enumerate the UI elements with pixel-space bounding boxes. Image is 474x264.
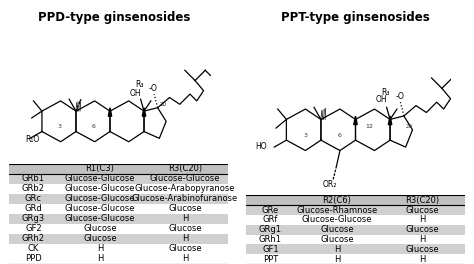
Bar bbox=[246, 225, 465, 235]
Text: H: H bbox=[182, 214, 188, 223]
Text: R₁O: R₁O bbox=[25, 135, 39, 144]
Text: Glucose-Glucose: Glucose-Glucose bbox=[65, 174, 135, 183]
Text: H: H bbox=[334, 254, 340, 263]
Text: Glucose: Glucose bbox=[168, 204, 202, 213]
Text: -O: -O bbox=[149, 84, 158, 93]
Text: OR₂: OR₂ bbox=[322, 180, 337, 189]
Text: -O: -O bbox=[395, 92, 404, 101]
Text: GRc: GRc bbox=[25, 194, 42, 203]
Text: Glucose: Glucose bbox=[405, 245, 439, 254]
Text: R3(C20): R3(C20) bbox=[168, 164, 202, 173]
Text: Glucose-Glucose: Glucose-Glucose bbox=[150, 174, 220, 183]
Text: H: H bbox=[419, 215, 425, 224]
Text: GRg3: GRg3 bbox=[22, 214, 45, 223]
Bar bbox=[9, 214, 228, 224]
Text: R2(C6): R2(C6) bbox=[322, 196, 351, 205]
Text: 3: 3 bbox=[303, 133, 307, 138]
Text: Glucose-Glucose: Glucose-Glucose bbox=[302, 215, 372, 224]
Text: Glucose-Arabopyranose: Glucose-Arabopyranose bbox=[135, 184, 235, 193]
Text: R₃: R₃ bbox=[136, 80, 144, 89]
Polygon shape bbox=[354, 116, 357, 125]
Text: Glucose: Glucose bbox=[405, 206, 439, 215]
Text: Glucose: Glucose bbox=[83, 234, 117, 243]
Text: PPT-type ginsenosides: PPT-type ginsenosides bbox=[281, 11, 430, 23]
Text: H: H bbox=[419, 254, 425, 263]
Polygon shape bbox=[388, 116, 392, 125]
Text: Glucose-Arabinofuranose: Glucose-Arabinofuranose bbox=[132, 194, 238, 203]
Text: H: H bbox=[182, 254, 188, 263]
Text: H: H bbox=[182, 234, 188, 243]
Bar bbox=[246, 195, 465, 205]
Bar bbox=[9, 194, 228, 204]
Bar bbox=[9, 234, 228, 244]
Bar bbox=[9, 164, 228, 174]
Text: 20: 20 bbox=[159, 102, 166, 107]
Polygon shape bbox=[142, 108, 146, 116]
Text: 6: 6 bbox=[92, 124, 96, 129]
Text: H: H bbox=[419, 235, 425, 244]
Text: PPD-type ginsenosides: PPD-type ginsenosides bbox=[37, 11, 190, 23]
Text: Glucose-Glucose: Glucose-Glucose bbox=[65, 184, 135, 193]
Text: 12: 12 bbox=[365, 124, 373, 129]
Text: Glucose: Glucose bbox=[320, 225, 354, 234]
Text: CK: CK bbox=[28, 244, 39, 253]
Text: GRb2: GRb2 bbox=[22, 184, 45, 193]
Text: GRb1: GRb1 bbox=[22, 174, 45, 183]
Text: GRh2: GRh2 bbox=[22, 234, 45, 243]
Text: GRd: GRd bbox=[25, 204, 42, 213]
Text: H: H bbox=[97, 244, 103, 253]
Text: PPT: PPT bbox=[263, 254, 278, 263]
Text: H: H bbox=[334, 245, 340, 254]
Text: Glucose-Glucose: Glucose-Glucose bbox=[65, 194, 135, 203]
Text: OH: OH bbox=[130, 88, 141, 97]
Text: R1(C3): R1(C3) bbox=[85, 164, 114, 173]
Text: Glucose: Glucose bbox=[168, 224, 202, 233]
Text: GRe: GRe bbox=[262, 206, 279, 215]
Text: H: H bbox=[97, 254, 103, 263]
Text: R3(C20): R3(C20) bbox=[405, 196, 439, 205]
Text: GF2: GF2 bbox=[25, 224, 42, 233]
Text: GF1: GF1 bbox=[262, 245, 279, 254]
Text: Glucose: Glucose bbox=[168, 244, 202, 253]
Text: 3: 3 bbox=[58, 124, 62, 129]
Text: Glucose: Glucose bbox=[405, 225, 439, 234]
Bar bbox=[9, 174, 228, 184]
Bar bbox=[246, 205, 465, 215]
Text: GRh1: GRh1 bbox=[259, 235, 282, 244]
Text: Glucose: Glucose bbox=[320, 235, 354, 244]
Text: 6: 6 bbox=[338, 133, 342, 138]
Text: Glucose-Glucose: Glucose-Glucose bbox=[65, 214, 135, 223]
Text: GRg1: GRg1 bbox=[259, 225, 282, 234]
Text: PPD: PPD bbox=[25, 254, 42, 263]
Text: 20: 20 bbox=[406, 124, 412, 129]
Text: Glucose-Rhamnose: Glucose-Rhamnose bbox=[296, 206, 378, 215]
Text: Glucose-Glucose: Glucose-Glucose bbox=[65, 204, 135, 213]
Text: R₃: R₃ bbox=[382, 88, 390, 97]
Text: GRf: GRf bbox=[263, 215, 278, 224]
Text: OH: OH bbox=[375, 95, 387, 104]
Text: Glucose: Glucose bbox=[83, 224, 117, 233]
Polygon shape bbox=[108, 108, 112, 116]
Bar bbox=[246, 244, 465, 254]
Text: HO: HO bbox=[256, 142, 267, 151]
